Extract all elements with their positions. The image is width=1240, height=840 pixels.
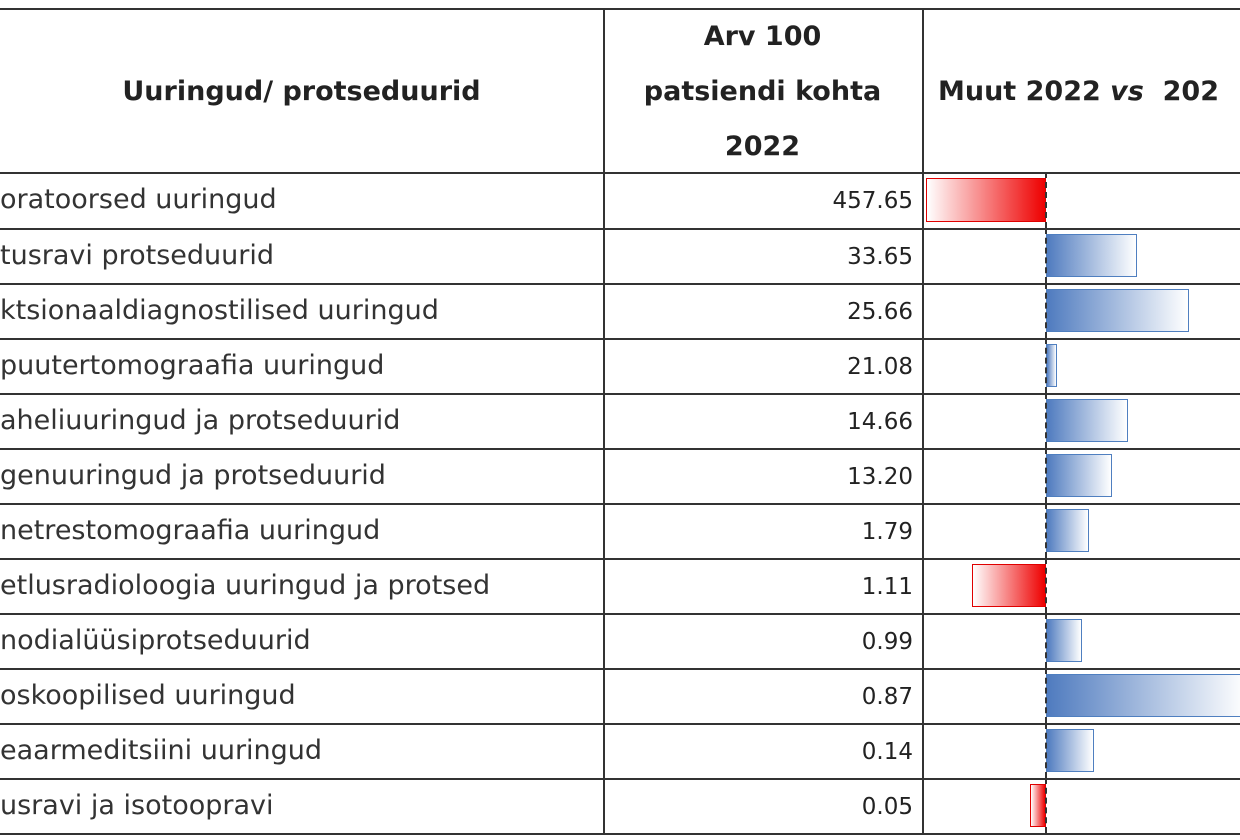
header-cell: Muut 2022 vs 202 bbox=[922, 64, 1219, 119]
row-value: 25.66 bbox=[847, 299, 913, 325]
zero-axis bbox=[1045, 503, 1047, 558]
zero-axis bbox=[1045, 228, 1047, 283]
zero-axis bbox=[1045, 448, 1047, 503]
row-border bbox=[0, 778, 1240, 780]
zero-axis bbox=[1045, 668, 1047, 723]
header-cell: Uuringud/ protseduurid bbox=[122, 76, 481, 107]
row-value: 0.14 bbox=[861, 739, 913, 765]
change-bar bbox=[1030, 784, 1046, 827]
change-bar bbox=[1046, 729, 1094, 772]
zero-axis bbox=[1045, 723, 1047, 778]
row-label: etlusradioloogia uuringud ja protsed bbox=[0, 570, 491, 601]
header-line: Arv 100 bbox=[703, 21, 822, 52]
zero-axis bbox=[1045, 393, 1047, 448]
row-label: aheliuuringud ja protseduurid bbox=[0, 405, 401, 436]
row-border bbox=[0, 338, 1240, 340]
row-border bbox=[0, 613, 1240, 615]
row-border bbox=[0, 283, 1240, 285]
change-bar bbox=[1046, 399, 1128, 442]
row-value: 21.08 bbox=[847, 354, 913, 380]
change-bar bbox=[1046, 509, 1089, 552]
row-value: 457.65 bbox=[832, 188, 913, 214]
row-value: 0.05 bbox=[861, 794, 913, 820]
header-text: Muut 2022 bbox=[938, 76, 1111, 107]
zero-axis bbox=[1045, 172, 1047, 228]
row-value: 1.11 bbox=[861, 574, 913, 600]
row-value: 14.66 bbox=[847, 409, 913, 435]
column-border bbox=[603, 8, 605, 834]
column-border bbox=[922, 8, 924, 834]
row-border bbox=[0, 393, 1240, 395]
row-border bbox=[0, 172, 1240, 174]
change-bar bbox=[1046, 454, 1112, 497]
change-bar bbox=[1046, 289, 1189, 332]
row-label: tusravi protseduurid bbox=[0, 240, 275, 271]
change-bar bbox=[1046, 234, 1137, 277]
row-label: puutertomograafia uuringud bbox=[0, 350, 385, 381]
row-border bbox=[0, 503, 1240, 505]
row-label: oratoorsed uuringud bbox=[0, 184, 277, 215]
row-border bbox=[0, 558, 1240, 560]
row-label: netrestomograafia uuringud bbox=[0, 515, 381, 546]
row-label: eaarmeditsiini uuringud bbox=[0, 735, 323, 766]
row-label: usravi ja isotoopravi bbox=[0, 790, 274, 821]
row-value: 33.65 bbox=[847, 244, 913, 270]
header-line: patsiendi kohta bbox=[643, 76, 882, 107]
row-label: ktsionaaldiagnostilised uuringud bbox=[0, 295, 439, 326]
change-bar bbox=[1046, 344, 1057, 387]
row-value: 0.99 bbox=[861, 629, 913, 655]
row-label: genuuringud ja protseduurid bbox=[0, 460, 386, 491]
change-bar bbox=[1046, 674, 1240, 717]
zero-axis bbox=[1045, 778, 1047, 833]
row-value: 1.79 bbox=[861, 519, 913, 545]
zero-axis bbox=[1045, 338, 1047, 393]
header-text: 202 bbox=[1143, 76, 1220, 107]
zero-axis bbox=[1045, 613, 1047, 668]
header-text: vs bbox=[1110, 76, 1144, 107]
row-label: nodialüüsiprotseduurid bbox=[0, 625, 311, 656]
row-value: 13.20 bbox=[847, 464, 913, 490]
change-bar bbox=[1046, 619, 1082, 662]
zero-axis bbox=[1045, 283, 1047, 338]
row-value: 0.87 bbox=[861, 684, 913, 710]
row-border bbox=[0, 723, 1240, 725]
row-border bbox=[0, 668, 1240, 670]
row-border bbox=[0, 8, 1240, 10]
zero-axis bbox=[1045, 558, 1047, 613]
row-border bbox=[0, 228, 1240, 230]
change-bar bbox=[926, 178, 1046, 222]
change-bar bbox=[972, 564, 1046, 607]
row-label: oskoopilised uuringud bbox=[0, 680, 296, 711]
header-line: 2022 bbox=[724, 131, 801, 162]
row-border bbox=[0, 448, 1240, 450]
row-border bbox=[0, 833, 1240, 835]
